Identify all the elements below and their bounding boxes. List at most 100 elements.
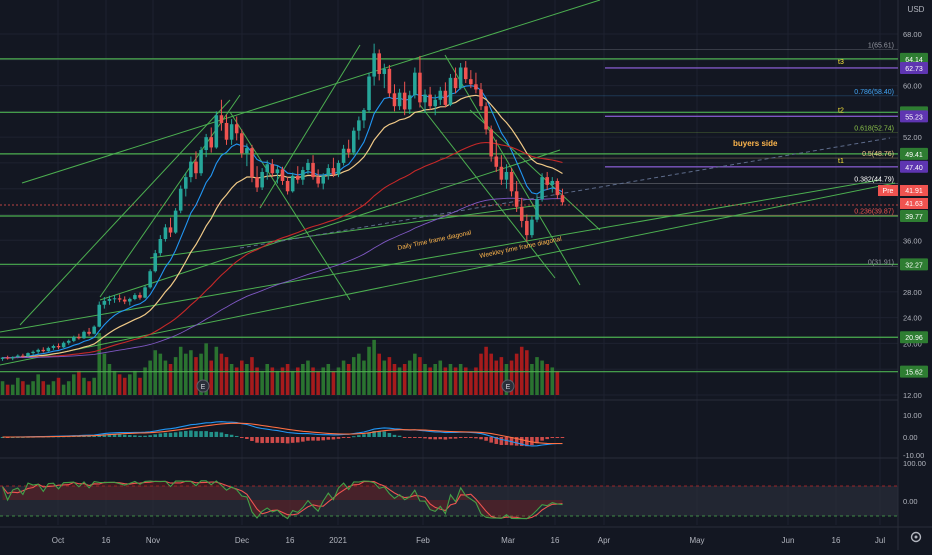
fib-label: 1(65.61) [868,42,894,49]
candle-body [382,68,387,74]
candle-body [362,110,366,121]
candle-body [77,336,81,339]
macd-histogram-bar [133,435,137,437]
candle-body [153,253,158,272]
candle-body [158,238,163,254]
target-label: t3 [838,59,844,66]
macd-histogram-bar [122,434,127,437]
macd-histogram-bar [357,435,361,437]
candle-body [255,177,259,188]
candlesticks[interactable] [0,43,565,361]
pre-tag-label: Pre [883,188,894,195]
macd-histogram-bar [550,437,555,438]
macd-histogram-bar [397,435,402,437]
macd-histogram-bar [499,437,504,445]
candle-body [46,347,51,352]
volume-bar [351,357,356,395]
trend-line [229,111,351,301]
target-tag [900,110,928,123]
macd-histogram-bar [229,434,234,437]
volume-bar [407,360,412,395]
macd-histogram-bar [560,437,565,438]
volume-bar [397,367,402,395]
macd-tick-label: 0.00 [903,433,918,442]
candle-body [392,93,397,107]
macd-histogram-bar [489,437,493,443]
macd-histogram-bar [525,437,529,447]
candle-body [250,148,254,178]
volume-bar [82,377,86,395]
candle-body [209,137,214,148]
target-tag [900,160,928,173]
volume-bar [77,370,81,395]
volume-bar [194,357,198,395]
candle-body [499,166,504,180]
gear-icon[interactable] [910,531,922,543]
target-tag-value: 47.40 [905,165,923,172]
macd-histogram-bar [484,437,488,441]
macd-histogram-bar [530,437,534,446]
volume-bar [102,353,107,395]
macd-histogram-bar [285,437,290,444]
volume-bar [295,367,300,395]
candle-body [66,340,71,343]
earnings-marker-label: E [201,384,206,391]
stoch-k-line [1,480,563,520]
candle-body [97,304,102,327]
macd-histogram-bar [316,437,320,441]
macd-histogram-bar [458,437,463,438]
candle-body [514,191,519,207]
macd-histogram-bar [189,430,193,437]
volume-bar [336,367,341,395]
trend-line [419,104,556,279]
candle-body [173,210,178,233]
candle-body [133,295,137,299]
volume-bar [209,360,214,395]
candle-body [260,171,264,188]
time-axis[interactable]: Oct 16 Nov Dec 16 2021 Feb Mar 16 Apr May Jun 16 Jul [52,536,886,545]
macd-tick-label: 10.00 [903,411,922,420]
volume-bar [433,364,437,395]
candle-body [290,175,295,192]
macd-histogram-bar [362,434,366,437]
candle-body [407,95,412,110]
candle-body [351,130,356,153]
volume-bar [530,364,534,395]
volume-bar [112,370,117,395]
macd-histogram-bar [545,437,549,440]
level-tag [900,258,928,271]
macd-histogram-bar [311,437,315,441]
rsi-panel [0,480,898,520]
volume-bar [21,381,25,395]
candle-body [301,170,305,180]
candle-body [199,150,203,174]
candle-body [402,92,407,110]
time-tick-label: 16 [102,536,111,545]
macd-histogram-bar [387,433,392,437]
candle-body [428,94,432,107]
macd-histogram-bar [392,434,397,437]
macd-histogram-bar [331,437,336,440]
macd-signal-line [2,422,563,445]
macd-histogram-bar [173,432,178,437]
volume-bar [357,353,361,395]
macd-histogram-bar [270,437,275,444]
candle-body [367,76,371,111]
macd-histogram-bar [224,433,229,437]
candle-body [469,79,473,85]
volume-bar [189,350,193,395]
candle-body [219,115,224,123]
price-tick-label: 68.00 [903,30,922,39]
volume-bar [5,384,10,395]
volume-bar [219,353,224,395]
volume-bar [128,374,132,395]
macd-histogram-bar [463,437,468,438]
volume-bar [133,370,137,395]
macd-histogram-bar [428,437,432,440]
candle-body [92,326,96,334]
trend-line [259,44,361,209]
price-axis[interactable]: 68.0064.0060.0056.0052.0048.0044.0040.00… [878,30,928,506]
candle-body [448,77,453,105]
